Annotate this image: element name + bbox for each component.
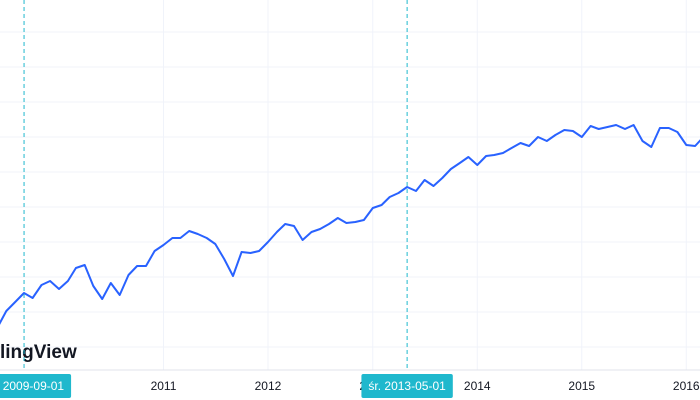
x-tick-label: 2014	[464, 379, 491, 393]
watermark: lingView	[0, 342, 77, 363]
x-tick-label: 2015	[568, 379, 595, 393]
x-tick-label: 2011	[151, 379, 177, 393]
crosshair-label: wt. 2009-09-01	[0, 374, 72, 398]
crosshair-label: śr. 2013-05-01	[361, 374, 453, 398]
crosshair-label-text: śr. 2013-05-01	[368, 379, 446, 393]
crosshair-label-box	[361, 374, 453, 398]
x-tick-label: 2016	[673, 379, 700, 393]
crosshair-label-text: wt. 2009-09-01	[0, 379, 64, 393]
x-tick-label: 2012	[255, 379, 282, 393]
crosshair-label-box	[0, 374, 72, 398]
price-line	[0, 124, 700, 325]
